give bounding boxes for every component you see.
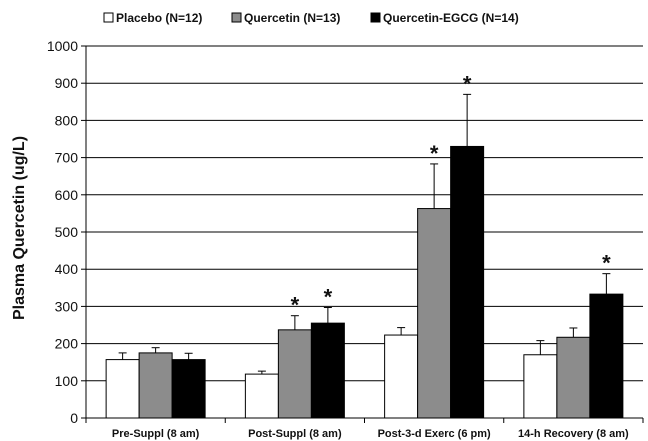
y-tick-label: 900 <box>55 75 79 91</box>
legend-label: Quercetin-EGCG (N=14) <box>383 11 519 25</box>
y-tick-label: 400 <box>55 261 79 277</box>
y-tick-label: 500 <box>55 224 79 240</box>
bar <box>244 373 279 419</box>
significance-markers: * * * * * <box>291 71 612 317</box>
y-tick-label: 100 <box>55 373 79 389</box>
legend-swatch <box>231 12 242 23</box>
bar <box>589 293 624 419</box>
bar <box>384 334 419 419</box>
bar <box>556 336 591 419</box>
significance-star: * <box>324 285 333 310</box>
axes <box>81 45 644 423</box>
y-tick-label: 600 <box>55 187 79 203</box>
bar <box>277 329 312 419</box>
legend-label: Placebo (N=12) <box>116 11 202 25</box>
legend: Placebo (N=12) Quercetin (N=13) Quercetin-… <box>103 11 519 25</box>
error-bars <box>118 93 611 375</box>
x-category-label: 14-h Recovery (8 am) <box>518 428 629 440</box>
bar <box>138 352 173 419</box>
y-tick-labels: 0 100 200 300 400 500 600 700 800 900 1000 <box>47 38 78 426</box>
y-tick-label: 200 <box>55 336 79 352</box>
x-category-labels: Pre-Suppl (8 am) Post-Suppl (8 am) Post-3-… <box>112 428 629 440</box>
y-tick-label: 1000 <box>47 38 78 54</box>
legend-label: Quercetin (N=13) <box>244 11 340 25</box>
bar <box>171 359 206 419</box>
legend-swatch <box>103 12 114 23</box>
bars <box>105 145 624 419</box>
gridlines <box>86 45 643 382</box>
y-tick-label: 0 <box>70 410 78 426</box>
significance-star: * <box>291 293 300 318</box>
bar <box>523 354 558 419</box>
significance-star: * <box>602 251 611 276</box>
bar <box>310 322 345 419</box>
legend-swatch <box>370 12 381 23</box>
y-tick-label: 300 <box>55 298 79 314</box>
significance-star: * <box>430 141 439 166</box>
bar <box>105 359 140 419</box>
bar <box>417 208 452 419</box>
significance-star: * <box>463 71 472 96</box>
x-category-label: Post-3-d Exerc (6 pm) <box>378 428 491 440</box>
x-category-label: Pre-Suppl (8 am) <box>112 428 200 440</box>
x-category-label: Post-Suppl (8 am) <box>248 428 342 440</box>
bar <box>450 145 485 419</box>
y-axis-label: Plasma Quercetin (ug/L) <box>11 136 28 320</box>
y-tick-label: 800 <box>55 112 79 128</box>
y-tick-label: 700 <box>55 150 79 166</box>
